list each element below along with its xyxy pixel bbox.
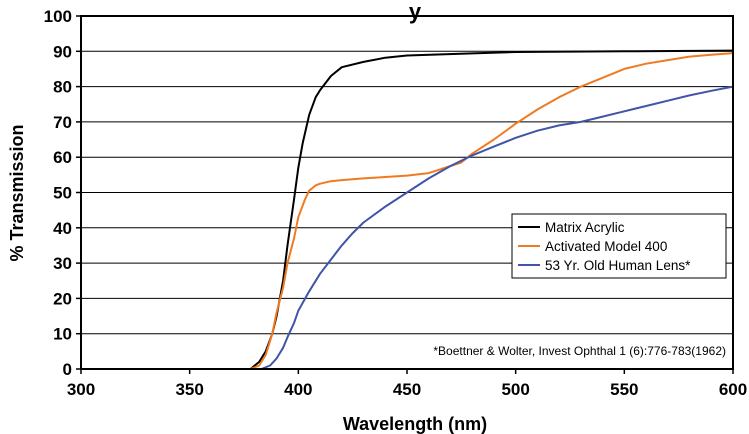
series-lines <box>80 49 734 370</box>
series-line-3 <box>80 85 734 370</box>
legend-label: Activated Model 400 <box>545 239 667 254</box>
series-line-1 <box>80 49 734 370</box>
legend: Matrix Acrylic Activated Model 400 53 Yr. … <box>511 213 727 279</box>
x-tick-label: 300 <box>67 380 95 399</box>
y-tick-label: 0 <box>63 360 72 379</box>
x-axis-title: Wavelength (nm) <box>343 414 487 434</box>
x-axis-ticks: 300 350 400 450 500 550 600 <box>67 369 747 399</box>
chart-title: y <box>409 0 422 24</box>
y-tick-label: 10 <box>53 325 72 344</box>
legend-label: Matrix Acrylic <box>545 220 625 235</box>
y-tick-label: 60 <box>53 148 72 167</box>
series-line-2 <box>80 52 734 370</box>
y-tick-label: 40 <box>53 219 72 238</box>
x-tick-label: 350 <box>175 380 203 399</box>
source-annotation: *Boettner & Wolter, Invest Ophthal 1 (6)… <box>433 344 726 358</box>
x-tick-label: 500 <box>501 380 529 399</box>
legend-box <box>511 213 727 279</box>
y-tick-label: 80 <box>53 78 72 97</box>
y-axis-title: % Transmission <box>7 124 27 261</box>
x-tick-label: 600 <box>719 380 747 399</box>
y-tick-label: 90 <box>53 42 72 61</box>
x-tick-label: 550 <box>610 380 638 399</box>
y-axis-ticks: 0 10 20 30 40 50 60 70 80 90 100 <box>44 7 81 379</box>
legend-label: 53 Yr. Old Human Lens* <box>545 258 691 273</box>
y-tick-label: 20 <box>53 289 72 308</box>
y-tick-label: 70 <box>53 113 72 132</box>
x-tick-label: 400 <box>284 380 312 399</box>
y-tick-label: 100 <box>44 7 72 26</box>
y-tick-label: 30 <box>53 254 72 273</box>
x-tick-label: 450 <box>393 380 421 399</box>
y-tick-label: 50 <box>53 184 72 203</box>
